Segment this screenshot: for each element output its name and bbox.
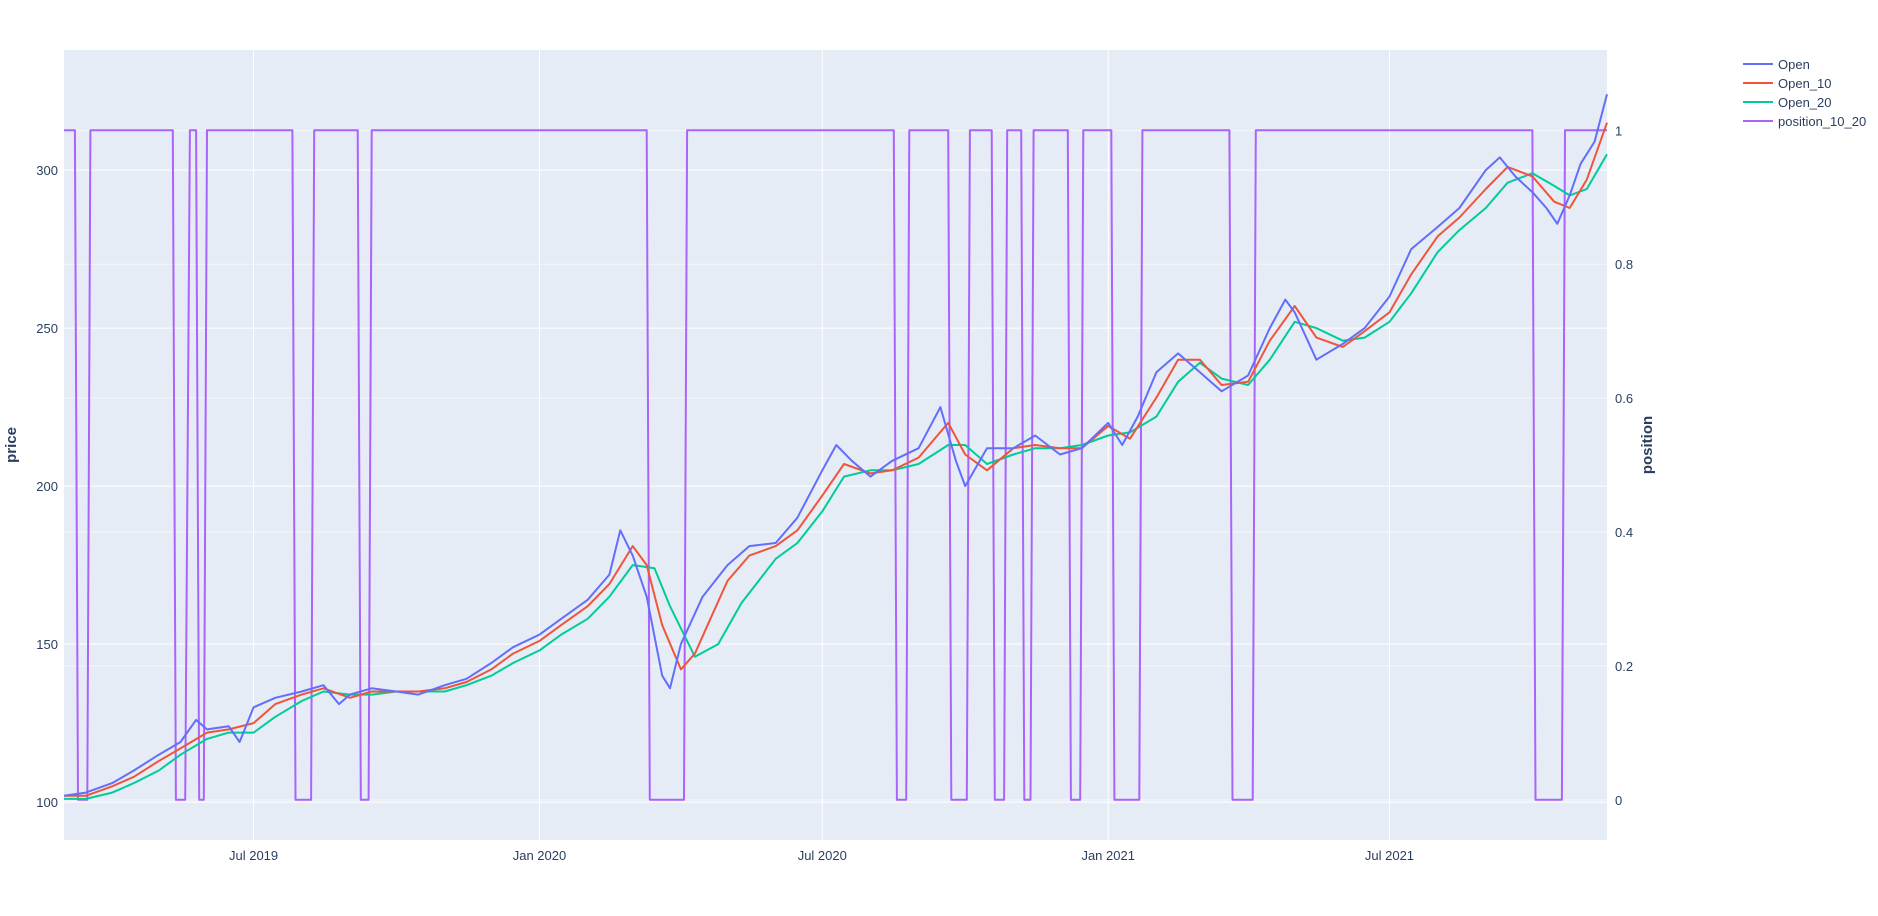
legend-item-Open-10[interactable]: Open_10 — [1743, 76, 1832, 91]
y-tick-label: 200 — [36, 479, 58, 494]
x-tick-label: Jul 2021 — [1365, 848, 1414, 863]
legend-item-Open[interactable]: Open — [1743, 57, 1810, 72]
y-tick-label: 150 — [36, 637, 58, 652]
y2-axis-title: position — [1639, 416, 1656, 474]
y-tick-label: 250 — [36, 321, 58, 336]
x-axis: Jul 2019 Jan 2020 Jul 2020 Jan 2021 Jul 2021 — [229, 848, 1414, 863]
y-axis-left: 100 150 200 250 300 — [36, 163, 58, 810]
legend-label: Open — [1778, 57, 1810, 72]
x-tick-label: Jul 2020 — [798, 848, 847, 863]
x-tick-label: Jul 2019 — [229, 848, 278, 863]
y2-tick-label: 0.6 — [1615, 391, 1633, 406]
series-line-Open-10 — [64, 122, 1608, 797]
x-tick-label: Jan 2020 — [513, 848, 567, 863]
legend-label: position_10_20 — [1778, 114, 1866, 129]
x-tick-label: Jan 2021 — [1081, 848, 1135, 863]
series-layer — [63, 93, 1608, 801]
y2-tick-label: 1 — [1615, 123, 1622, 138]
legend-label: Open_20 — [1778, 95, 1832, 110]
y2-tick-label: 0.2 — [1615, 659, 1633, 674]
y-axis-title: price — [3, 427, 20, 463]
y2-tick-label: 0 — [1615, 793, 1622, 808]
legend-item-position-10-20[interactable]: position_10_20 — [1743, 114, 1866, 129]
y-axis-right: 0 0.2 0.4 0.6 0.8 1 — [1615, 123, 1633, 807]
grid — [64, 50, 1607, 840]
series-line-position-10-20 — [64, 129, 1607, 801]
legend[interactable]: Open Open_10 Open_20 position_10_20 — [1743, 57, 1866, 129]
y2-tick-label: 0.8 — [1615, 257, 1633, 272]
legend-label: Open_10 — [1778, 76, 1832, 91]
y2-tick-label: 0.4 — [1615, 525, 1633, 540]
series-line-Open — [63, 93, 1608, 797]
legend-item-Open-20[interactable]: Open_20 — [1743, 95, 1832, 110]
y-tick-label: 100 — [36, 795, 58, 810]
y-tick-label: 300 — [36, 163, 58, 178]
series-line-Open-20 — [64, 153, 1608, 800]
